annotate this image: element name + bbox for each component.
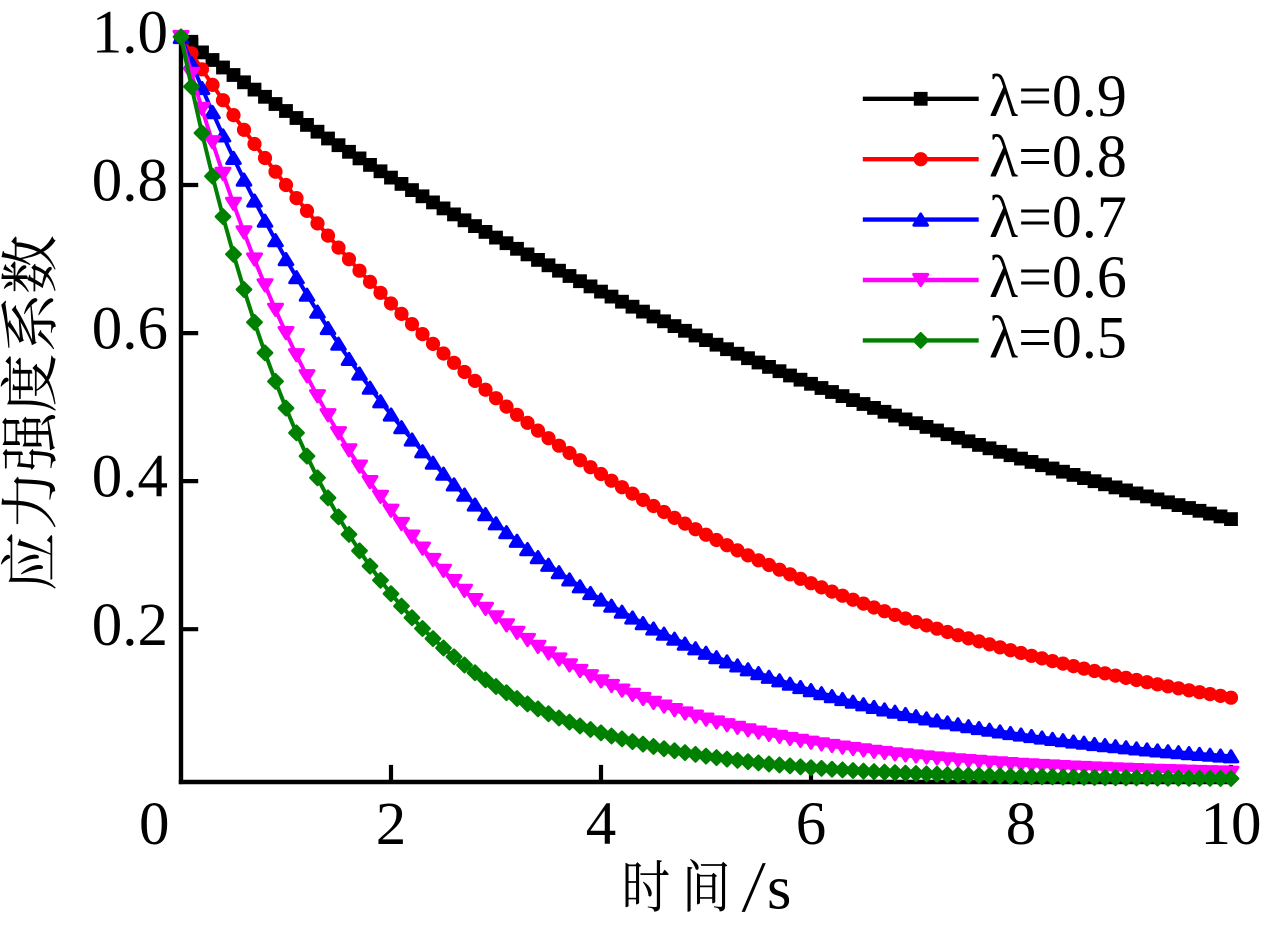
svg-text:1.0: 1.0 bbox=[92, 0, 168, 67]
svg-text:4: 4 bbox=[586, 791, 617, 858]
svg-text:λ=0.5: λ=0.5 bbox=[989, 305, 1127, 371]
svg-text:8: 8 bbox=[1006, 791, 1037, 858]
svg-text:6: 6 bbox=[796, 791, 827, 858]
svg-text:10: 10 bbox=[1201, 791, 1262, 858]
svg-text:2: 2 bbox=[376, 791, 407, 858]
svg-text:0.4: 0.4 bbox=[92, 444, 168, 511]
svg-text:λ=0.6: λ=0.6 bbox=[989, 244, 1127, 310]
svg-text:λ=0.8: λ=0.8 bbox=[989, 123, 1127, 189]
svg-text:0.8: 0.8 bbox=[92, 148, 168, 215]
svg-text:0.2: 0.2 bbox=[92, 592, 168, 659]
svg-text:0.6: 0.6 bbox=[92, 296, 168, 363]
svg-text:λ=0.7: λ=0.7 bbox=[989, 184, 1127, 250]
svg-text:0: 0 bbox=[139, 791, 170, 858]
svg-text:s: s bbox=[767, 853, 791, 923]
svg-text:λ=0.9: λ=0.9 bbox=[989, 63, 1127, 129]
